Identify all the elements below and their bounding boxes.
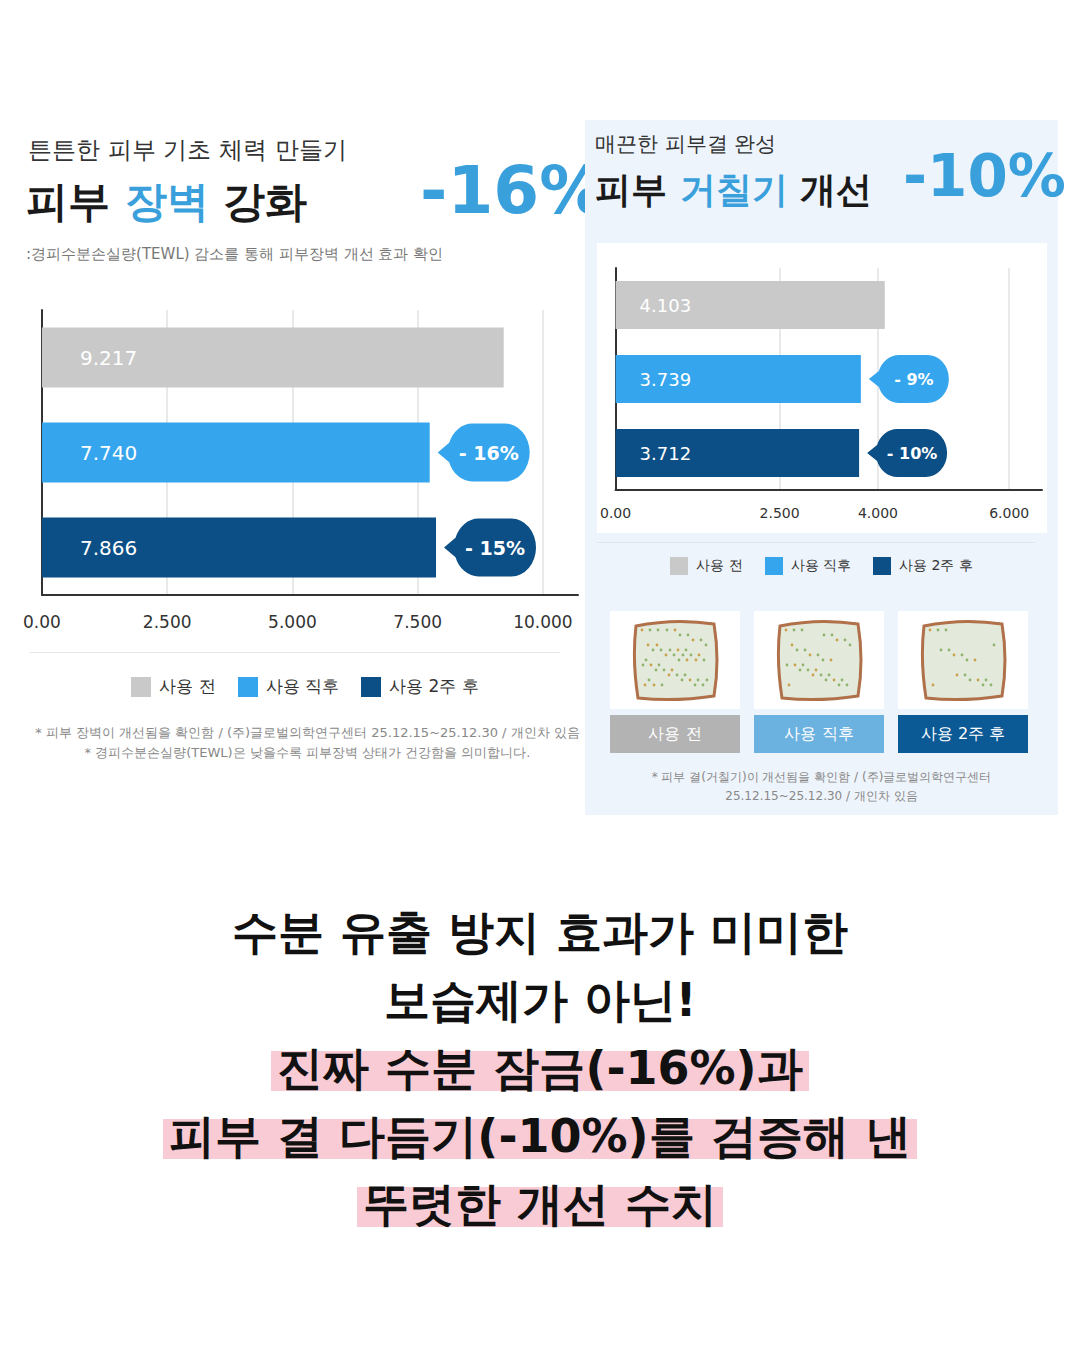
svg-text:- 15%: - 15% (465, 537, 525, 559)
html-text:25.12.15~25.12.30 / 개인차 있음: 25.12.15~25.12.30 / 개인차 있음 (725, 788, 918, 803)
svg-text:2.500: 2.500 (760, 505, 800, 521)
svg-text:- 9%: - 9% (894, 370, 933, 389)
html-text:-16%: -16% (420, 152, 606, 229)
html-text:피부 결 다듬기(-10%)를 검증해 낸: 피부 결 다듬기(-10%)를 검증해 낸 (169, 1109, 911, 1163)
svg-text:4.000: 4.000 (858, 505, 898, 521)
html-text:사용 직후: 사용 직후 (265, 676, 340, 696)
html-text:* 피부 장벽이 개선됨을 확인함 / (주)글로벌의학연구: * 피부 장벽이 개선됨을 확인함 / (주)글로벌의학연구센터 25.12.1… (35, 725, 580, 740)
html-text:* 경피수분손실량(TEWL)은 낮을수록 피부장벽 상태가: * 경피수분손실량(TEWL)은 낮을수록 피부장벽 상태가 건강함을 의미합니… (84, 745, 531, 761)
html-text:수분 유출 방지 효과가 미미한: 수분 유출 방지 효과가 미미한 (232, 905, 848, 959)
svg-text:3.712: 3.712 (640, 443, 692, 464)
html-text:사용 2주 후: 사용 2주 후 (389, 676, 479, 696)
svg-text:0.00: 0.00 (600, 505, 631, 521)
html-text:보습제가 아닌!: 보습제가 아닌! (383, 973, 697, 1027)
html-text::경피수분손실량(TEWL) 감소를 통해 피부장벽 개선: :경피수분손실량(TEWL) 감소를 통해 피부장벽 개선 효과 확인 (26, 245, 444, 263)
svg-text:5.000: 5.000 (268, 612, 317, 632)
svg-text:0.00: 0.00 (23, 612, 61, 632)
svg-text:6.000: 6.000 (989, 505, 1029, 521)
svg-text:3.739: 3.739 (640, 369, 692, 390)
html-text:사용 전: 사용 전 (648, 723, 702, 743)
html-text:* 피부 결(거칠기)이 개선됨을 확인함 / (주)글로벌: * 피부 결(거칠기)이 개선됨을 확인함 / (주)글로벌의학연구센터 (651, 770, 992, 784)
html-text:튼튼한 피부 기초 체력 만들기: 튼튼한 피부 기초 체력 만들기 (28, 136, 347, 164)
svg-text:7.500: 7.500 (393, 612, 442, 632)
svg-text:4.103: 4.103 (640, 295, 692, 316)
html-text:매끈한 피부결 완성: 매끈한 피부결 완성 (595, 132, 777, 156)
svg-text:- 10%: - 10% (887, 444, 938, 463)
html-text:사용 직후: 사용 직후 (784, 723, 854, 743)
svg-text:9.217: 9.217 (80, 346, 137, 370)
html-text:사용 전: 사용 전 (159, 676, 216, 696)
svg-text:10.000: 10.000 (513, 612, 572, 632)
html-text:사용 2주 후: 사용 2주 후 (899, 557, 973, 573)
html-text:사용 2주 후: 사용 2주 후 (920, 723, 1006, 743)
html-text:사용 전: 사용 전 (696, 557, 743, 573)
html-text:피부장벽강화: 피부장벽강화 (26, 177, 308, 226)
html-text:-10%: -10% (903, 142, 1066, 210)
html-text:피부거칠기개선: 피부거칠기개선 (595, 169, 873, 210)
svg-text:7.866: 7.866 (80, 536, 137, 560)
html-text:사용 직후: 사용 직후 (790, 557, 851, 573)
html-text:진짜 수분 잠금(-16%)과: 진짜 수분 잠금(-16%)과 (277, 1041, 803, 1095)
svg-text:- 16%: - 16% (459, 442, 519, 464)
svg-text:7.740: 7.740 (80, 441, 137, 465)
html-text:뚜렷한 개선 수치: 뚜렷한 개선 수치 (363, 1177, 717, 1231)
svg-text:2.500: 2.500 (143, 612, 192, 632)
